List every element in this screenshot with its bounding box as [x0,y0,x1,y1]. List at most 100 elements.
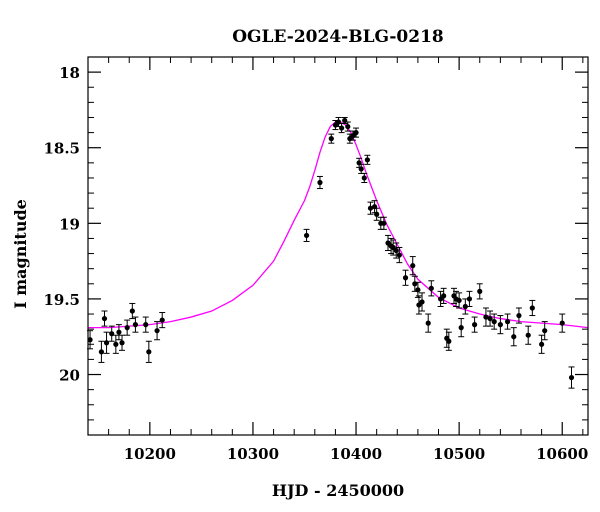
chart-title: OGLE-2024-BLG-0218 [232,27,444,47]
data-point-marker [491,319,497,325]
data-point-marker [539,341,545,347]
data-point-marker [381,220,387,226]
data-point-marker [159,317,165,323]
data-point-marker [353,130,359,136]
data-point [487,310,494,327]
data-point [361,172,368,183]
data-point [476,283,483,300]
data-point [471,316,478,333]
data-point [132,316,139,333]
data-point-marker [441,293,447,299]
data-point-marker [504,319,511,325]
data-point-marker [393,247,399,254]
data-point-marker [516,312,522,319]
data-point [364,154,371,165]
data-point-marker [132,322,139,328]
data-point [515,307,522,324]
data-point [159,312,166,329]
x-tick-label: 10400 [330,445,382,463]
data-point [98,340,105,363]
data-point-marker [568,374,575,381]
data-point-marker [87,337,93,343]
data-point-marker [410,263,416,269]
data-point-marker [487,315,493,322]
data-point [101,310,108,327]
data-point [344,121,351,132]
data-point [124,319,131,336]
data-point [456,292,463,309]
data-point [559,313,566,333]
data-point [497,315,504,335]
data-point [409,256,416,276]
data-point [103,331,110,354]
y-tick-label: 18 [59,64,80,82]
data-point [525,325,532,345]
data-point [358,163,365,174]
y-tick-label: 19 [59,215,80,233]
data-point [373,207,380,221]
x-axis-label: HJD - 2450000 [272,481,404,500]
data-point-marker [119,340,125,346]
x-tick-label: 10300 [227,445,279,463]
data-point-marker [525,332,531,338]
data-point [482,307,489,327]
data-point-marker [542,328,548,334]
data-point [108,325,115,342]
data-point [419,292,426,312]
data-point-marker [415,287,421,293]
data-point [142,316,149,333]
data-point [328,133,335,144]
data-point-marker [511,334,517,340]
data-point [316,175,323,190]
data-point-marker [458,325,464,331]
data-point [568,366,575,389]
data-point-marker [402,275,409,281]
data-point [367,201,374,215]
data-point-marker [559,320,565,326]
data-point [440,287,447,304]
data-point [538,334,545,354]
data-point-marker [103,340,110,346]
x-tick-label: 10200 [124,445,176,463]
data-point-marker [477,288,483,294]
data-point-marker [425,320,431,326]
data-point [466,290,473,307]
x-tick-labels: 10200 10300 10400 10500 10600 [124,445,589,463]
data-point-marker [358,166,364,172]
data-point [402,269,409,286]
data-point-marker [419,299,425,305]
data-point [529,299,536,317]
plot-frame [87,56,589,436]
data-point [145,340,152,363]
data-point-marker [497,322,503,328]
data-point [396,247,403,264]
data-point-marker [328,136,334,142]
data-point-marker [456,297,462,304]
y-axis-label: I magnitude [11,199,30,309]
data-point [115,324,122,341]
data-point [303,228,310,242]
axis-ticks [87,56,588,436]
data-point [380,216,387,230]
data-point-marker [129,308,135,314]
data-point [154,321,161,341]
data-point-marker [113,341,119,347]
data-point-marker [98,349,105,355]
plot-area: 10200 10300 10400 10500 10600 18 18.5 19 19.5 20 [43,56,589,463]
model-curve-line [88,121,589,329]
data-point-marker [143,322,149,328]
data-point [393,242,400,259]
data-point [510,327,517,347]
data-point-marker [396,252,402,258]
x-tick-label: 10600 [536,445,588,463]
y-tick-label: 19.5 [43,291,80,309]
data-point [119,334,126,351]
data-point-marker [483,314,489,320]
data-point-marker [116,329,122,335]
data-point-marker [446,338,452,344]
data-point-marker [101,315,108,322]
data-point-marker [345,123,351,130]
y-tick-label: 20 [59,367,80,385]
data-point [425,313,432,333]
